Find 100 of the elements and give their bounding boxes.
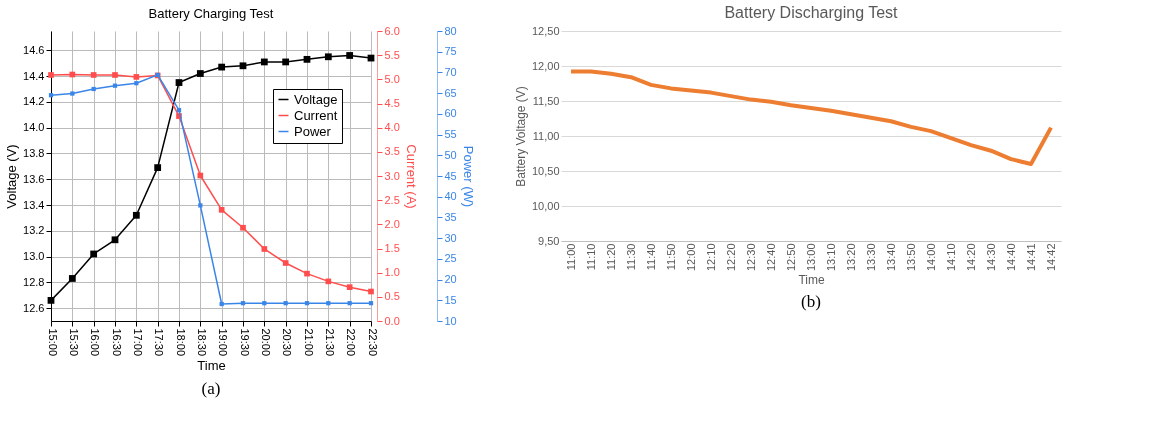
y2-tick-label: 2.5 [384, 193, 400, 206]
y3-tick-label: 35 [444, 210, 457, 223]
y-tick-label: 12.8 [23, 275, 45, 288]
y-tick-label: 12.6 [23, 301, 45, 314]
x-tick-label: 11:20 [604, 243, 617, 271]
x-tick-label: 11:10 [584, 243, 597, 271]
y-tick-label: 12,50 [531, 24, 560, 37]
text: (a) [201, 379, 221, 398]
y3-tick-label: 70 [444, 65, 457, 78]
x-tick-label: 12:30 [744, 243, 757, 272]
y3-tick-label: 45 [444, 169, 457, 182]
x-tick-label: 22:00 [345, 328, 358, 357]
y3-axis-title: Power (W) [460, 145, 476, 208]
x-tick-label: 21:30 [323, 328, 336, 357]
y3-tick-label: 20 [444, 273, 457, 286]
x-tick-label: 13:50 [904, 243, 917, 272]
x-tick-label: 17:30 [153, 328, 166, 357]
y-tick-label: 11,00 [532, 129, 560, 142]
legend-label: Power [294, 123, 332, 139]
x-axis-title: Time [798, 273, 825, 288]
x-tick-label: 13:00 [804, 243, 817, 272]
x-tick-label: 14:10 [944, 243, 957, 272]
x-tick-label: 16:30 [110, 328, 123, 357]
x-tick-label: 11:30 [624, 243, 637, 271]
y-tick-label: 14.6 [23, 43, 45, 56]
y2-tick-label: 0.5 [384, 290, 400, 303]
x-tick-label: 11:50 [664, 243, 677, 271]
x-tick-label: 11:40 [644, 243, 657, 271]
y-tick-label: 13.0 [23, 250, 45, 263]
y2-tick-label: 3.5 [384, 145, 400, 158]
x-tick-label: 18:00 [174, 328, 187, 357]
x-tick-label: 14:40 [1004, 243, 1017, 272]
x-tick-label: 19:00 [217, 328, 230, 357]
x-tick-label: 15:30 [67, 328, 80, 357]
x-tick-label: 14:20 [964, 243, 977, 272]
y-tick-label: 14.0 [23, 121, 45, 134]
y-tick-label: 14.4 [23, 69, 45, 82]
y-tick-label: 13.2 [23, 224, 45, 237]
y3-tick-label: 10 [444, 314, 457, 327]
y3-tick-label: 55 [444, 128, 457, 141]
x-tick-label: 22:30 [366, 328, 379, 357]
y3-tick-label: 60 [444, 107, 457, 120]
x-tick-label: 13:10 [824, 243, 837, 272]
chart-title: Battery Charging Test [148, 6, 274, 21]
x-tick-label: 19:30 [238, 328, 251, 357]
x-tick-label: 14:41 [1024, 243, 1037, 272]
legend-label: Current [294, 107, 338, 123]
y3-tick-label: 25 [444, 252, 457, 265]
x-tick-label: 16:00 [89, 328, 102, 357]
y-tick-label: 12,00 [531, 59, 560, 72]
y2-tick-label: 4.0 [384, 121, 400, 134]
y3-tick-label: 65 [444, 86, 457, 99]
x-tick-label: 20:30 [281, 328, 294, 357]
y-tick-label: 13.6 [23, 172, 45, 185]
y2-tick-label: 1.0 [384, 266, 400, 279]
x-axis-title: Time [197, 358, 226, 374]
x-tick-label: 13:30 [864, 243, 877, 272]
y2-tick-label: 4.5 [384, 97, 400, 109]
x-tick-label: 13:40 [884, 243, 897, 272]
y-tick-label: 13.4 [23, 198, 45, 211]
y2-tick-label: 3.0 [384, 169, 400, 182]
x-tick-label: 17:00 [131, 328, 144, 357]
x-tick-label: 14:42 [1044, 243, 1057, 272]
y2-tick-label: 0.0 [384, 314, 400, 327]
y-tick-label: 14.2 [23, 95, 45, 108]
x-tick-label: 14:30 [984, 243, 997, 272]
x-tick-label: 18:30 [195, 328, 208, 357]
y2-tick-label: 2.0 [384, 217, 400, 230]
y2-tick-label: 5.0 [384, 72, 400, 85]
chart-title: Battery Discharging Test [724, 4, 899, 21]
x-tick-label: 12:50 [784, 243, 797, 272]
y3-tick-label: 50 [444, 148, 457, 161]
y-tick-label: 13.8 [23, 146, 45, 159]
x-tick-label: 21:00 [302, 328, 315, 357]
legend-label: Voltage [294, 91, 338, 107]
x-tick-label: 20:00 [259, 328, 272, 357]
x-tick-label: 14:00 [924, 243, 937, 272]
x-tick-label: 12:40 [764, 243, 777, 272]
y2-axis-title: Current (A) [403, 144, 419, 209]
x-tick-label: 12:10 [704, 243, 717, 272]
y3-tick-label: 30 [444, 231, 457, 244]
y2-tick-label: 6.0 [384, 24, 400, 37]
x-tick-label: 12:00 [684, 243, 697, 272]
y3-tick-label: 15 [444, 293, 457, 306]
y2-tick-label: 1.5 [384, 242, 400, 254]
y-axis-title: Battery Voltage (V) [513, 86, 528, 187]
x-tick-label: 13:20 [844, 243, 857, 272]
y-tick-label: 10,50 [531, 164, 560, 177]
x-tick-label: 12:20 [724, 243, 737, 272]
y-tick-label: 11,50 [532, 94, 560, 107]
x-tick-label: 15:00 [46, 328, 59, 357]
y-tick-label: 10,00 [531, 199, 560, 212]
y-tick-label: 9,50 [538, 234, 560, 247]
y-axis-title: Voltage (V) [4, 144, 20, 209]
text: (b) [801, 292, 821, 311]
x-tick-label: 11:00 [564, 243, 577, 271]
y3-tick-label: 40 [444, 190, 457, 203]
y2-tick-label: 5.5 [384, 48, 400, 61]
y3-tick-label: 75 [444, 45, 457, 58]
y3-tick-label: 80 [444, 24, 457, 37]
